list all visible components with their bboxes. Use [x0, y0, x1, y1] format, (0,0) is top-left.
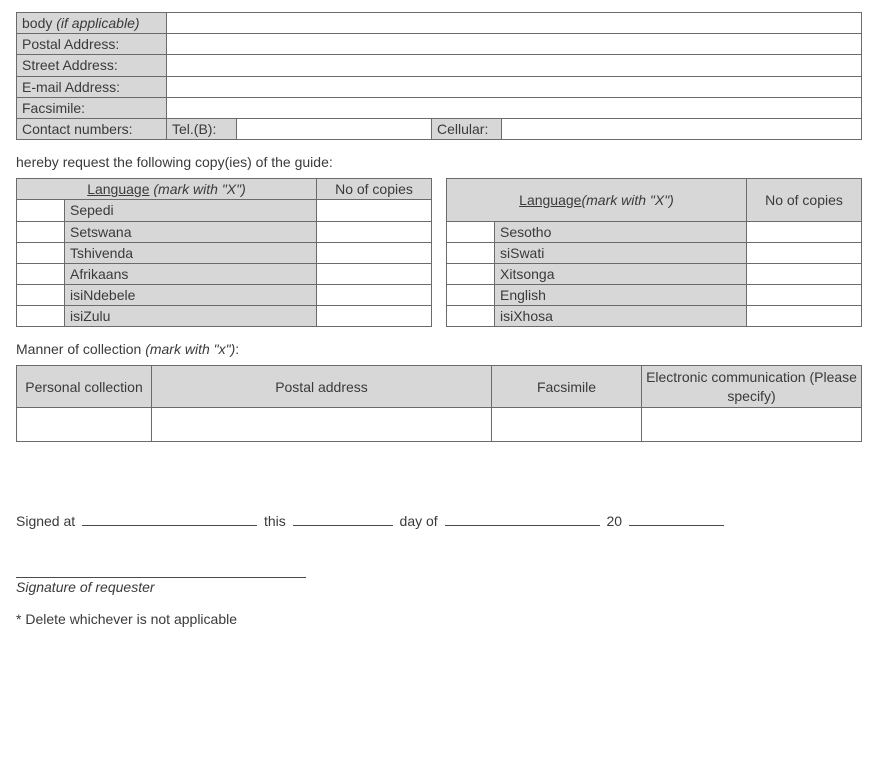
copies-header-left: No of copies	[317, 179, 432, 200]
row-postal: Postal Address:	[17, 34, 862, 55]
lang-row: Xitsonga	[447, 263, 862, 284]
day-blank[interactable]	[293, 512, 393, 526]
lang-copies[interactable]	[317, 306, 432, 327]
month-blank[interactable]	[445, 512, 600, 526]
lang-row: Setswana	[17, 221, 432, 242]
row-contact-numbers: Contact numbers: Tel.(B): Cellular:	[17, 118, 862, 139]
year-prefix: 20	[606, 513, 622, 529]
manner-val-electronic[interactable]	[642, 407, 862, 441]
lang-mark[interactable]	[17, 221, 65, 242]
language-table-right: Language(mark with "X") No of copies Ses…	[446, 178, 862, 327]
lang-mark[interactable]	[447, 242, 495, 263]
label-body: body (if applicable)	[17, 13, 167, 34]
lang-mark[interactable]	[447, 306, 495, 327]
lang-mark[interactable]	[447, 221, 495, 242]
label-street: Street Address:	[17, 55, 167, 76]
lang-copies[interactable]	[747, 221, 862, 242]
label-fax: Facsimile:	[17, 97, 167, 118]
manner-table: Personal collection Postal address Facsi…	[16, 365, 862, 441]
signed-at-blank[interactable]	[82, 512, 257, 526]
value-fax[interactable]	[167, 97, 862, 118]
lang-name: English	[495, 285, 747, 306]
this-label: this	[264, 513, 286, 529]
value-email[interactable]	[167, 76, 862, 97]
label-contact-numbers: Contact numbers:	[17, 118, 167, 139]
lang-copies[interactable]	[747, 242, 862, 263]
lang-row: Sesotho	[447, 221, 862, 242]
row-street: Street Address:	[17, 55, 862, 76]
lang-copies[interactable]	[747, 285, 862, 306]
day-of-label: day of	[400, 513, 438, 529]
lang-row: English	[447, 285, 862, 306]
lang-name: Tshivenda	[65, 242, 317, 263]
copies-header-right: No of copies	[747, 179, 862, 221]
value-tel[interactable]	[237, 118, 432, 139]
row-body: body (if applicable)	[17, 13, 862, 34]
lang-row: siSwati	[447, 242, 862, 263]
manner-col-fax: Facsimile	[492, 366, 642, 407]
label-tel: Tel.(B):	[167, 118, 237, 139]
lang-mark[interactable]	[17, 285, 65, 306]
lang-name: Sesotho	[495, 221, 747, 242]
manner-heading: Manner of collection (mark with "x"):	[16, 341, 862, 357]
lang-mark[interactable]	[447, 285, 495, 306]
row-email: E-mail Address:	[17, 76, 862, 97]
value-body[interactable]	[167, 13, 862, 34]
label-body-text: body	[22, 15, 56, 31]
value-postal[interactable]	[167, 34, 862, 55]
lang-row: Tshivenda	[17, 242, 432, 263]
manner-col-personal: Personal collection	[17, 366, 152, 407]
lang-row: isiXhosa	[447, 306, 862, 327]
value-cellular[interactable]	[502, 118, 862, 139]
language-table-left: Language (mark with "X") No of copies Se…	[16, 178, 432, 327]
label-cellular: Cellular:	[432, 118, 502, 139]
lang-name: isiXhosa	[495, 306, 747, 327]
lang-name: siSwati	[495, 242, 747, 263]
lang-name: isiZulu	[65, 306, 317, 327]
manner-val-postal[interactable]	[152, 407, 492, 441]
lang-copies[interactable]	[747, 306, 862, 327]
lang-header-right: Language(mark with "X")	[447, 179, 747, 221]
lang-copies[interactable]	[317, 263, 432, 284]
value-street[interactable]	[167, 55, 862, 76]
contact-details-table: body (if applicable) Postal Address: Str…	[16, 12, 862, 140]
label-email: E-mail Address:	[17, 76, 167, 97]
delete-footnote: * Delete whichever is not applicable	[16, 611, 862, 627]
lang-copies[interactable]	[317, 221, 432, 242]
lang-name: isiNdebele	[65, 285, 317, 306]
request-intro-text: hereby request the following copy(ies) o…	[16, 154, 862, 170]
signature-caption: Signature of requester	[16, 577, 306, 595]
lang-name: Xitsonga	[495, 263, 747, 284]
label-body-italic: (if applicable)	[56, 15, 139, 31]
language-tables-wrapper: Language (mark with "X") No of copies Se…	[16, 178, 862, 327]
lang-header-left: Language (mark with "X")	[17, 179, 317, 200]
lang-copies[interactable]	[317, 200, 432, 221]
manner-col-electronic: Electronic communication (Please specify…	[642, 366, 862, 407]
lang-copies[interactable]	[747, 263, 862, 284]
lang-name: Setswana	[65, 221, 317, 242]
lang-row: Afrikaans	[17, 263, 432, 284]
lang-name: Afrikaans	[65, 263, 317, 284]
lang-mark[interactable]	[17, 200, 65, 221]
manner-val-personal[interactable]	[17, 407, 152, 441]
lang-name: Sepedi	[65, 200, 317, 221]
manner-col-postal: Postal address	[152, 366, 492, 407]
lang-row: isiNdebele	[17, 285, 432, 306]
lang-copies[interactable]	[317, 242, 432, 263]
lang-row: isiZulu	[17, 306, 432, 327]
year-blank[interactable]	[629, 512, 724, 526]
lang-row: Sepedi	[17, 200, 432, 221]
lang-mark[interactable]	[17, 306, 65, 327]
lang-mark[interactable]	[447, 263, 495, 284]
lang-copies[interactable]	[317, 285, 432, 306]
lang-mark[interactable]	[17, 263, 65, 284]
lang-mark[interactable]	[17, 242, 65, 263]
signed-at-label: Signed at	[16, 513, 75, 529]
row-fax: Facsimile:	[17, 97, 862, 118]
label-postal: Postal Address:	[17, 34, 167, 55]
manner-value-row	[17, 407, 862, 441]
signature-block: Signed at this day of 20 Signature of re…	[16, 512, 862, 627]
manner-val-fax[interactable]	[492, 407, 642, 441]
